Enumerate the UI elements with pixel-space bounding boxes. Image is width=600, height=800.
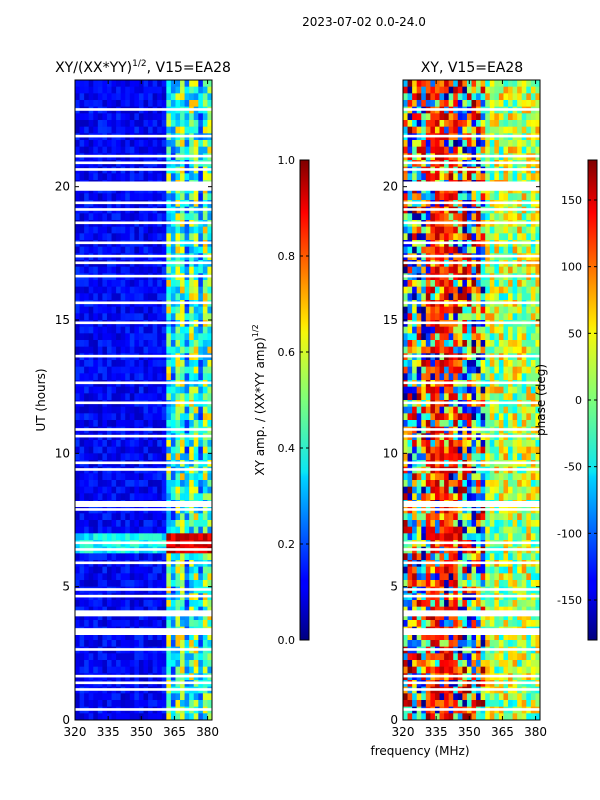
colorbar-tick-label: 100: [561, 261, 582, 274]
colorbar-tick-label: 50: [568, 327, 582, 340]
panel-phase-ylabel: phase (deg): [534, 364, 548, 436]
panel-amplitude-heatmap: [74, 79, 213, 721]
ytick-label: 5: [62, 580, 70, 594]
xtick-label: 365: [163, 725, 186, 739]
colorbar-tick-label: -100: [557, 527, 582, 540]
panel-phase-xaxis: 320 335 350 365 380: [392, 80, 547, 739]
colorbar-tick-label: 1.0: [278, 154, 296, 167]
xtick-label: 380: [196, 725, 219, 739]
colorbar-tick-label: 0: [575, 394, 582, 407]
panel-amplitude-frame: [74, 79, 213, 721]
xtick-label: 335: [425, 725, 448, 739]
panel-amplitude-xaxis: 320 335 350 365 380: [64, 80, 219, 739]
panel-amplitude-yaxis: 0 5 10 15 20: [55, 180, 212, 727]
colorbar-tick-label: 0.0: [278, 634, 296, 647]
panel-amplitude-ylabel: UT (hours): [34, 368, 48, 431]
panel-phase-xlabel: frequency (MHz): [370, 744, 469, 758]
xtick-label: 365: [491, 725, 514, 739]
panel-phase-frame: [402, 79, 541, 721]
xtick-label: 350: [458, 725, 481, 739]
ytick-label: 15: [55, 313, 70, 327]
colorbar-tick-label: 0.2: [278, 538, 296, 551]
colorbar-phase: -150 -100 -50 0 50 100 150: [557, 159, 598, 641]
panel-phase-heatmap: [402, 79, 541, 721]
ytick-label: 20: [383, 180, 398, 194]
ytick-label: 20: [55, 180, 70, 194]
xtick-label: 350: [130, 725, 153, 739]
colorbar-amplitude: 0.0 0.2 0.4 0.6 0.8 1.0 XY amp. / (XX*YY amp)…: [251, 154, 310, 647]
figure-suptitle: 2023-07-02 0.0-24.0: [302, 15, 426, 29]
colorbar-tick-label: 0.4: [278, 442, 296, 455]
colorbar-tick-label: 150: [561, 194, 582, 207]
xtick-label: 320: [64, 725, 87, 739]
colorbar-tick-label: 0.8: [278, 250, 296, 263]
panel-phase-title: XY, V15=EA28: [421, 60, 523, 76]
xtick-label: 335: [97, 725, 120, 739]
panel-amplitude: XY/(XX*YY)1/2, V15=EA28 320 335 350 365 380 …: [34, 59, 231, 739]
colorbar-tick-label: -150: [557, 594, 582, 607]
ytick-label: 0: [62, 713, 70, 727]
panel-phase: XY, V15=EA28 320 335 350 365 380 0 5 10 15 20 fr…: [370, 60, 548, 758]
panel-phase-yaxis: 0 5 10 15 20: [383, 180, 540, 727]
ytick-label: 10: [55, 446, 70, 460]
panel-amplitude-title: XY/(XX*YY)1/2, V15=EA28: [55, 59, 231, 76]
ytick-label: 10: [383, 446, 398, 460]
colorbar-amplitude-bar: [299, 159, 310, 641]
colorbar-amplitude-label: XY amp. / (XX*YY amp)1/2: [251, 324, 267, 475]
ytick-label: 15: [383, 313, 398, 327]
ytick-label: 5: [390, 580, 398, 594]
xtick-label: 380: [524, 725, 547, 739]
colorbar-tick-label: 0.6: [278, 346, 296, 359]
ytick-label: 0: [390, 713, 398, 727]
colorbar-tick-label: -50: [564, 461, 582, 474]
xtick-label: 320: [392, 725, 415, 739]
